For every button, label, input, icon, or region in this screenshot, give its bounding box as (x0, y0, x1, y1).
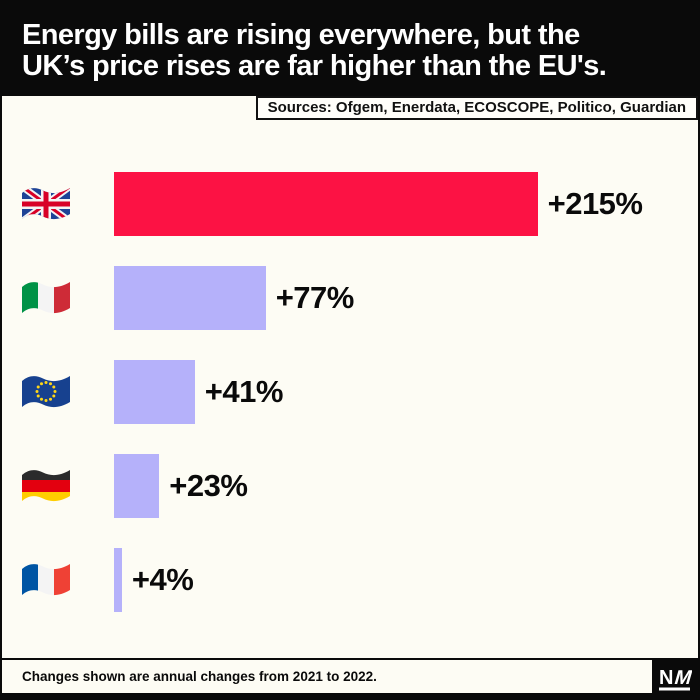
novara-media-logo: N M (652, 658, 698, 700)
italy-bar-value: +77% (275, 280, 355, 315)
bar-group-italy: +77% (114, 266, 354, 330)
italy-flag-icon (20, 279, 72, 317)
bar-group-france: +4% (114, 548, 194, 612)
italy-bar (114, 266, 266, 330)
germany-bar (114, 454, 160, 518)
eu-bar (114, 360, 195, 424)
page-title-line-1: Energy bills are rising everywhere, but … (22, 19, 580, 51)
page-title-line-2: UK’s price rises are far higher than the… (22, 50, 607, 82)
footnote: Changes shown are annual changes from 20… (22, 669, 377, 684)
germany-flag-icon (20, 467, 72, 505)
svg-text:M: M (672, 667, 692, 689)
header-banner: Energy bills are rising everywhere, but … (2, 0, 698, 96)
france-flag-icon (20, 561, 72, 599)
bar-chart: +215% +77% (2, 157, 698, 627)
svg-text:N: N (659, 667, 673, 689)
germany-bar-value: +23% (169, 468, 248, 503)
chart-row-uk: +215% (2, 157, 698, 251)
chart-row-eu: +41% (2, 345, 698, 439)
chart-row-germany: +23% (2, 439, 698, 533)
uk-bar (114, 172, 538, 236)
chart-row-france: +4% (2, 533, 698, 627)
footer: Changes shown are annual changes from 20… (2, 660, 698, 693)
sources-label: Sources: Ofgem, Enerdata, ECOSCOPE, Poli… (267, 99, 686, 116)
france-bar-value: +4% (131, 562, 194, 597)
bar-group-uk: +215% (114, 172, 643, 236)
nm-logo-icon: N M (659, 667, 692, 691)
bottom-black-bar (2, 693, 698, 700)
chart-row-italy: +77% (2, 251, 698, 345)
bar-group-eu: +41% (114, 360, 283, 424)
sources-box: Sources: Ofgem, Enerdata, ECOSCOPE, Poli… (255, 96, 698, 120)
bar-group-germany: +23% (114, 454, 248, 518)
france-bar (114, 548, 122, 612)
eu-bar-value: +41% (204, 374, 284, 409)
uk-bar-value: +215% (547, 186, 643, 221)
footer-divider (2, 658, 698, 660)
uk-flag-icon (20, 185, 72, 223)
eu-flag-icon (20, 373, 72, 411)
